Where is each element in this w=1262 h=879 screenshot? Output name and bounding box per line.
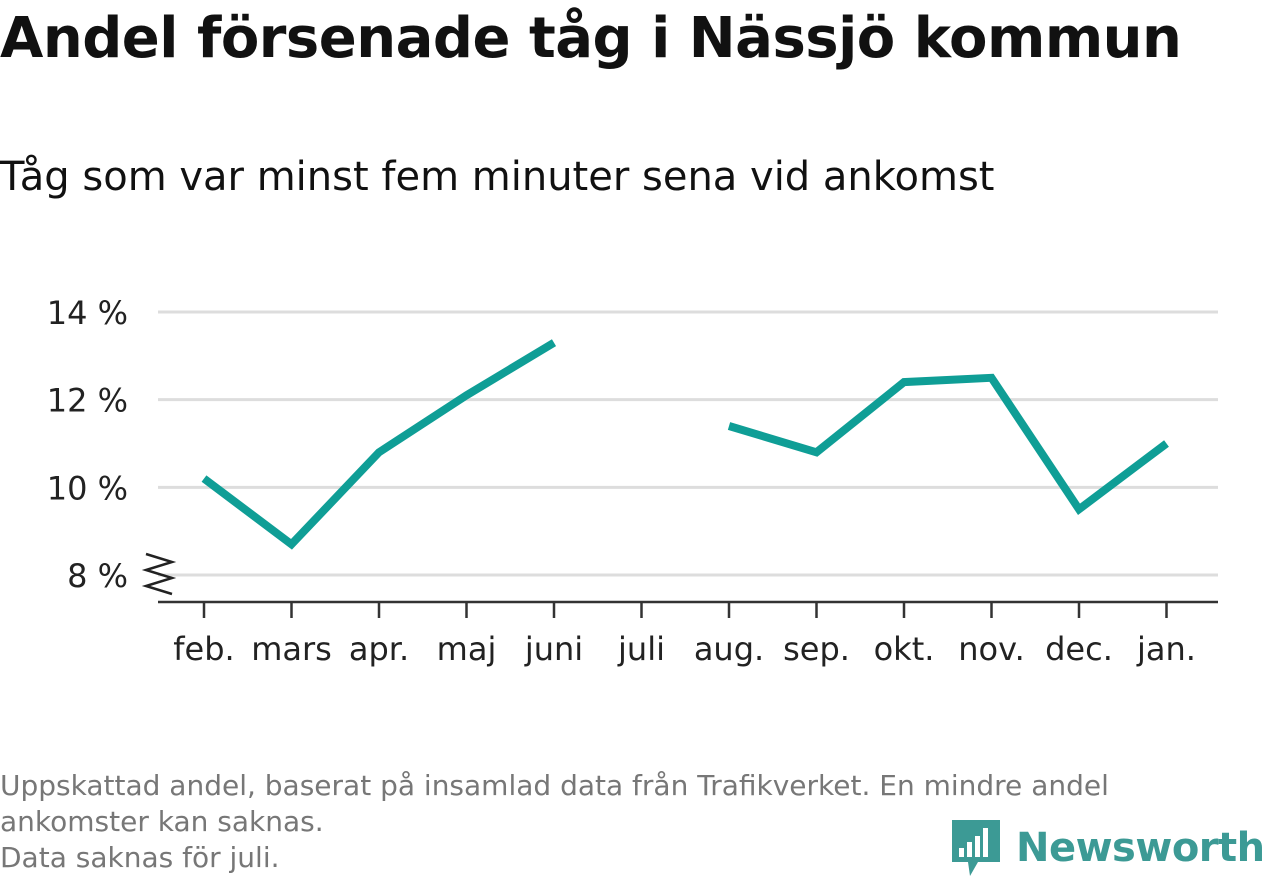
series-line-segment (727, 373, 1169, 516)
x-tick-label: feb. (173, 630, 234, 668)
series-lines (201, 339, 1169, 550)
chart-subtitle: Tåg som var minst fem minuter sena vid a… (0, 154, 995, 200)
x-tick-label: okt. (874, 630, 935, 668)
x-tick-label: maj (437, 630, 497, 668)
footnote-line: Uppskattad andel, baserat på insamlad da… (0, 769, 1109, 802)
x-axis-tick-labels: feb. mars apr. maj juni juli aug. sep. okt. nov. d… (173, 630, 1196, 668)
x-tick-label: mars (251, 630, 332, 668)
footnote-line: Data saknas för juli. (0, 841, 280, 874)
footnote-line: ankomster kan saknas. (0, 805, 324, 838)
newsworthy-logo: Newsworthy (950, 818, 1262, 878)
footnote: Uppskattad andel, baserat på insamlad da… (0, 768, 1250, 876)
x-tick-label: sep. (783, 630, 850, 668)
y-tick-label: 10 % (47, 469, 128, 507)
x-tick-label: juli (617, 630, 665, 668)
y-tick-label: 12 % (47, 382, 128, 420)
x-tick-label: dec. (1045, 630, 1113, 668)
gridlines (158, 310, 1218, 577)
y-axis-tick-labels: 8 % 10 % 12 % 14 % (47, 294, 128, 595)
bar-chart-speech-bubble-icon (952, 820, 1000, 876)
chart-title: Andel försenade tåg i Nässjö kommun (0, 6, 1182, 71)
x-tick-label: jan. (1136, 630, 1196, 668)
series-line-segment (201, 339, 557, 550)
y-tick-label: 14 % (47, 294, 128, 332)
x-tick-label: nov. (958, 630, 1024, 668)
y-axis-break-icon (141, 552, 177, 596)
y-tick-label: 8 % (67, 557, 128, 595)
logo-text: Newsworthy (1016, 825, 1262, 871)
x-tick-label: juni (524, 630, 583, 668)
x-tick-label: aug. (694, 630, 764, 668)
line-chart: 8 % 10 % 12 % 14 % feb. mars apr. maj juni juli a… (47, 294, 1218, 668)
x-axis (158, 600, 1218, 618)
x-tick-label: apr. (349, 630, 409, 668)
